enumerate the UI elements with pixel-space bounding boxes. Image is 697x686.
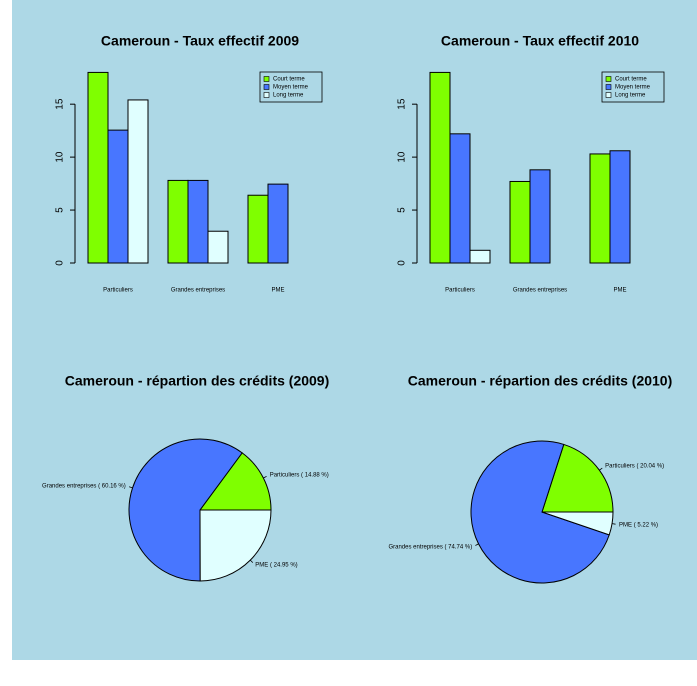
legend-box <box>601 71 665 103</box>
bar <box>167 179 189 264</box>
y-tick-label: 15 <box>397 98 408 110</box>
legend-label: Long terme <box>615 93 646 99</box>
bar <box>589 153 611 264</box>
bar <box>469 249 491 264</box>
x-tick-label: PME <box>613 288 626 294</box>
label-line <box>599 467 603 471</box>
y-tick-label: 10 <box>397 151 408 163</box>
pie-slice <box>128 438 243 582</box>
pie-slice <box>541 443 614 513</box>
x-tick-label: Grandes entreprises <box>513 288 567 294</box>
x-tick-label: Grandes entreprises <box>171 288 225 294</box>
legend-label: Moyen terme <box>273 85 309 91</box>
bar <box>127 99 149 264</box>
legend-swatch <box>263 76 270 82</box>
slice-label: Particuliers ( 14.88 %) <box>270 472 329 478</box>
legend-swatch <box>263 84 270 90</box>
legend-swatch <box>605 84 612 90</box>
pie-slice <box>541 511 614 536</box>
chart-title: Cameroun - répartion des crédits (2010) <box>408 373 673 389</box>
x-tick-label: Particuliers <box>445 288 475 294</box>
label-line <box>475 543 479 546</box>
legend-label: Moyen terme <box>615 85 651 91</box>
y-tick-label: 5 <box>397 207 408 213</box>
y-tick-label: 0 <box>397 260 408 266</box>
label-line <box>129 486 133 489</box>
slice-label: PME ( 5.22 %) <box>619 522 658 528</box>
chart-title: Cameroun - répartion des crédits (2009) <box>65 373 330 389</box>
legend-label: Court terme <box>615 77 647 83</box>
y-tick-label: 0 <box>55 260 66 266</box>
legend-label: Court terme <box>273 77 305 83</box>
bar <box>529 169 551 264</box>
legend-label: Long terme <box>273 93 304 99</box>
legend-box <box>259 71 323 103</box>
bar <box>267 183 289 264</box>
x-tick-label: PME <box>271 288 284 294</box>
legend-swatch <box>605 92 612 98</box>
slice-label: Particuliers ( 20.04 %) <box>605 464 664 470</box>
bar <box>87 71 109 264</box>
x-tick-label: Particuliers <box>103 288 133 294</box>
bar <box>609 150 631 264</box>
chart-title: Cameroun - Taux effectif 2009 <box>101 33 299 49</box>
label-line <box>263 476 267 479</box>
slice-label: PME ( 24.95 %) <box>255 563 297 569</box>
y-tick-label: 15 <box>55 98 66 110</box>
legend-swatch <box>605 76 612 82</box>
label-line <box>249 559 254 563</box>
bar <box>247 194 269 264</box>
bar <box>107 129 129 264</box>
y-tick-label: 5 <box>55 207 66 213</box>
bar <box>429 71 451 264</box>
bar <box>509 180 531 264</box>
slice-label: Grandes entreprises ( 74.74 %) <box>388 545 472 551</box>
bar <box>187 179 209 264</box>
label-line <box>611 523 616 525</box>
bar <box>449 133 471 264</box>
chart-title: Cameroun - Taux effectif 2010 <box>441 33 639 49</box>
slice-label: Grandes entreprises ( 60.16 %) <box>42 483 126 489</box>
bar <box>207 230 229 264</box>
y-tick-label: 10 <box>55 151 66 163</box>
pie-slice <box>199 452 272 511</box>
legend-swatch <box>263 92 270 98</box>
